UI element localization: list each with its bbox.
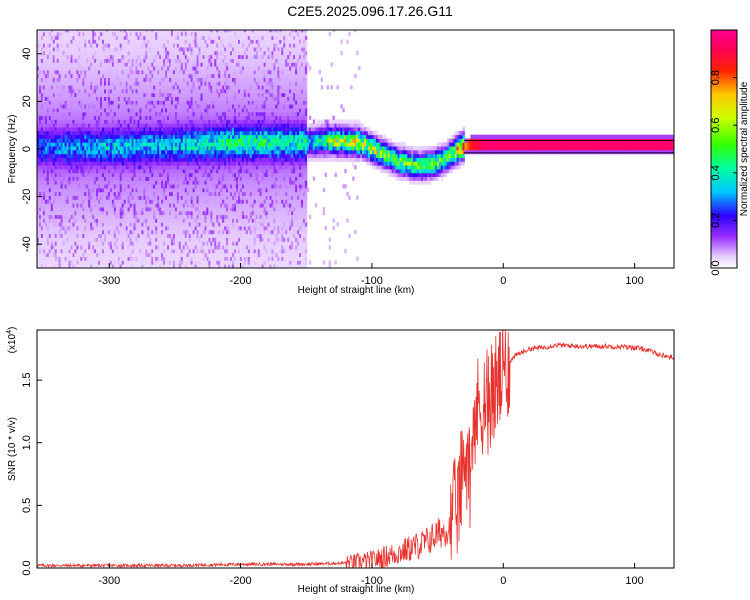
chart-title: C2E5.2025.096.17.26.G11 <box>287 3 453 19</box>
